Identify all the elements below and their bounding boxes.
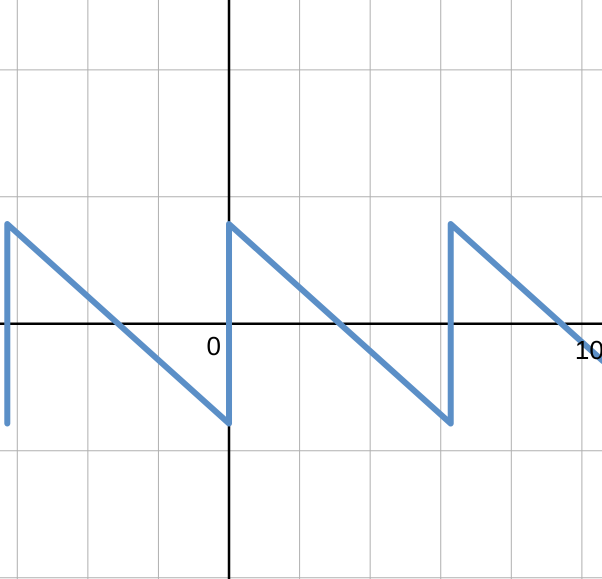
tick-labels: 0 10	[207, 331, 602, 365]
sawtooth-curve	[4, 221, 602, 427]
x-tick-label-0: 0	[207, 331, 221, 361]
x-tick-label-10: 10	[575, 335, 602, 365]
curves	[4, 221, 602, 427]
